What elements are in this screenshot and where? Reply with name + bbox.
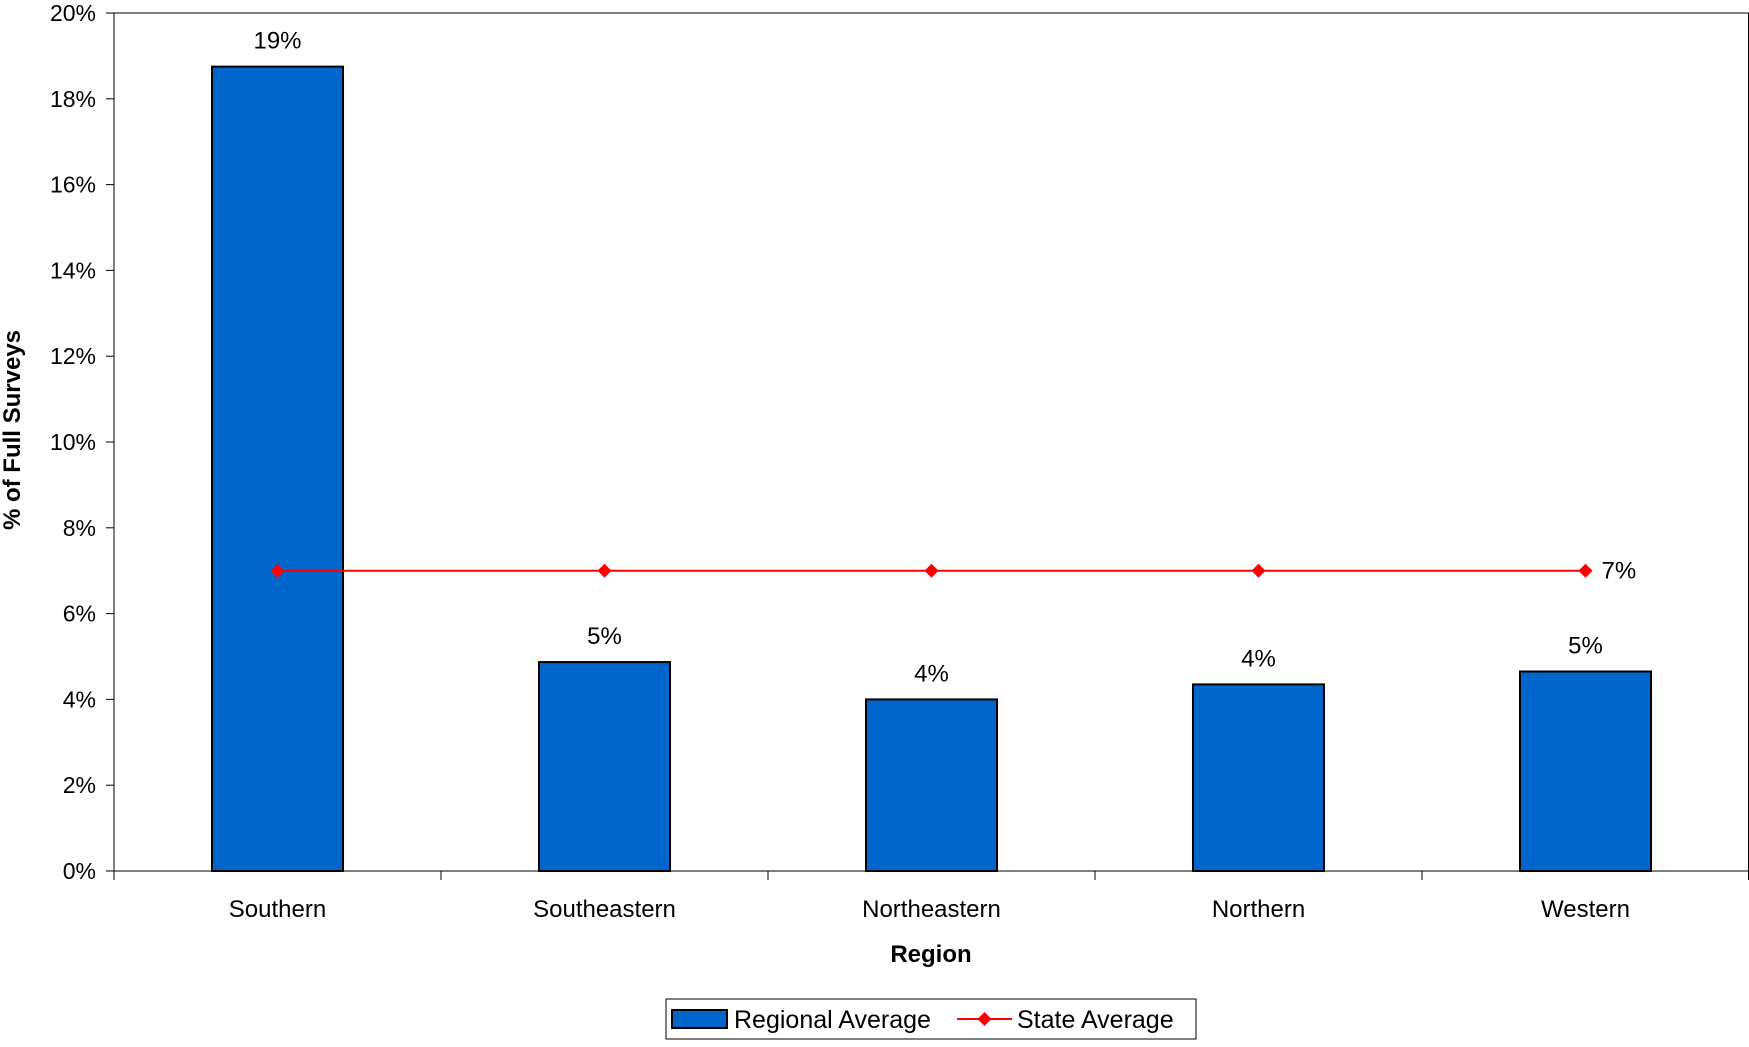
bar: [211, 65, 344, 872]
y-tick-label: 4%: [63, 686, 96, 712]
y-tick-label: 12%: [50, 343, 96, 369]
bar: [538, 661, 671, 873]
y-axis: 0% 2% 4% 6% 8% 10% 12% 14% 16% 18% 20%: [50, 0, 115, 884]
x-category-label: Northern: [1212, 896, 1305, 923]
y-tick-label: 2%: [63, 772, 96, 798]
x-axis: Southern Southeastern Northeastern Northern…: [113, 870, 1749, 923]
state-average-series: 7%: [270, 558, 1637, 585]
bar-data-label: 5%: [1568, 633, 1603, 660]
state-average-marker: [597, 563, 612, 578]
y-tick-label: 14%: [50, 257, 96, 283]
state-average-marker: [270, 563, 285, 578]
state-average-marker: [924, 563, 939, 578]
bar: [865, 698, 998, 873]
legend-swatch-regional-average: [671, 1009, 728, 1029]
y-tick-label: 20%: [50, 0, 96, 26]
x-axis-title: Region: [890, 941, 971, 968]
state-average-data-label: 7%: [1602, 558, 1637, 585]
x-category-label: Northeastern: [862, 896, 1001, 923]
y-tick-label: 0%: [63, 858, 96, 884]
y-tick-label: 18%: [50, 86, 96, 112]
legend-swatch-state-average-marker: [977, 1012, 992, 1026]
legend-box: [665, 998, 1197, 1040]
bar-data-label: 4%: [1241, 645, 1276, 672]
bar-data-label: 19%: [253, 28, 301, 55]
legend-label-state-average: State Average: [1017, 1006, 1174, 1034]
state-average-marker: [1251, 563, 1266, 578]
state-average-marker: [1578, 563, 1593, 578]
x-category-label: Southeastern: [533, 896, 676, 923]
bar-series: [211, 65, 1652, 873]
x-category-label: Western: [1541, 896, 1630, 923]
x-category-label: Southern: [229, 896, 326, 923]
bar: [1519, 670, 1652, 873]
bar-data-label: 5%: [587, 623, 622, 650]
legend-label-regional-average: Regional Average: [734, 1006, 931, 1034]
legend: Regional Average State Average: [665, 998, 1197, 1040]
y-axis-title: % of Full Surveys: [0, 330, 26, 530]
bar-data-label: 4%: [914, 660, 949, 687]
bar-data-labels: 19% 5% 4% 4% 5%: [253, 28, 1602, 688]
y-tick-label: 6%: [63, 601, 96, 627]
bar: [1192, 683, 1325, 873]
y-tick-label: 16%: [50, 172, 96, 198]
y-tick-label: 10%: [50, 429, 96, 455]
y-tick-label: 8%: [63, 515, 96, 541]
